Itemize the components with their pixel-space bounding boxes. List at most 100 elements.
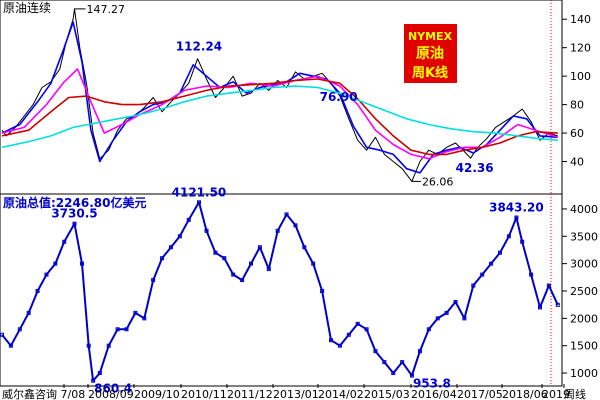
total-value-point: [497, 250, 502, 255]
total-value-point: [248, 261, 253, 266]
total-value-point: [196, 200, 201, 205]
upper-panel-title: 原油连续: [3, 0, 51, 15]
lower-ytick-label: 3500: [570, 230, 598, 243]
total-value-point: [346, 332, 351, 337]
badge-line-1: NYMEX: [408, 30, 453, 43]
total-value-point: [514, 215, 519, 220]
total-value-point: [355, 321, 360, 326]
lower-ytick-label: 1000: [570, 367, 598, 380]
xtick-label: 2014/02: [318, 388, 364, 400]
upper-series-ma-long: [1, 78, 558, 156]
xtick-label: 2013/01: [273, 388, 319, 400]
total-value-point: [240, 278, 245, 283]
upper-annotation: 76.90: [320, 90, 358, 104]
total-value-point: [231, 272, 236, 277]
total-value-point: [86, 343, 91, 348]
total-value-point: [257, 245, 262, 250]
upper-ytick-label: 120: [570, 42, 591, 55]
xtick-label: 2016/04: [411, 388, 457, 400]
total-value-point: [489, 261, 494, 266]
total-value-point: [160, 256, 165, 261]
total-value-point: [453, 299, 458, 304]
total-value-point: [373, 349, 378, 354]
total-value-point: [529, 272, 534, 277]
lower-ytick-label: 2500: [570, 285, 598, 298]
total-value-point: [391, 371, 396, 376]
upper-series-ma-short: [1, 21, 558, 174]
total-value-point: [435, 316, 440, 321]
total-value-point: [284, 212, 289, 217]
total-value-point: [480, 272, 485, 277]
upper-ytick-label: 100: [570, 70, 591, 83]
lower-series-total-value: [1, 201, 559, 382]
total-value-point: [177, 234, 182, 239]
total-value-point: [444, 310, 449, 315]
xtick-label: 周线: [564, 387, 586, 400]
total-value-point: [80, 261, 85, 266]
total-value-point: [520, 239, 525, 244]
lower-annotation: 3843.20: [489, 201, 544, 215]
total-value-point: [17, 327, 22, 332]
total-value-point: [320, 289, 325, 293]
xtick-label: 2018/06: [502, 388, 548, 400]
total-value-point: [409, 373, 414, 378]
upper-annotation: 112.24: [176, 40, 222, 54]
upper-series-ma-xlong: [1, 85, 558, 149]
xtick-label: 2011/12: [227, 388, 273, 400]
total-value-point: [302, 245, 307, 250]
upper-ytick-label: 40: [570, 156, 584, 169]
total-value-point: [364, 327, 369, 332]
total-value-point: [382, 360, 387, 365]
nymex-badge: [404, 24, 457, 83]
total-value-point: [546, 283, 551, 288]
total-value-point: [142, 316, 147, 321]
upper-series-price: [1, 8, 558, 182]
lower-ytick-label: 2000: [570, 312, 598, 325]
xtick-label: 2017/05: [457, 388, 503, 400]
lower-annotation: 953.8: [413, 377, 451, 391]
upper-annotation: 26.06: [422, 175, 454, 188]
upper-annotation: 42.36: [456, 161, 494, 175]
total-value-point: [506, 234, 511, 239]
total-value-point: [311, 261, 316, 266]
lower-annotation: 4121.50: [172, 185, 227, 199]
lower-annotation: 860.4: [94, 382, 132, 396]
lower-ytick-label: 1500: [570, 340, 598, 353]
upper-ytick-label: 80: [570, 99, 584, 112]
total-value-point: [266, 267, 271, 272]
total-value-point: [133, 310, 138, 315]
total-value-point: [204, 228, 209, 233]
total-value-point: [555, 302, 560, 307]
total-value-point: [537, 305, 542, 310]
total-value-point: [417, 349, 422, 354]
total-value-point: [8, 343, 13, 348]
total-value-point: [91, 378, 96, 383]
upper-annotation: 147.27: [86, 3, 125, 16]
total-value-point: [213, 250, 218, 255]
total-value-point: [124, 327, 129, 332]
total-value-point: [337, 343, 342, 348]
total-value-point: [151, 278, 156, 283]
xtick-label: 2009/10: [134, 388, 180, 400]
total-value-point: [53, 261, 58, 266]
badge-line-3: 周K线: [412, 65, 448, 81]
total-value-point: [168, 245, 173, 250]
lower-ytick-label: 4000: [570, 203, 598, 216]
total-value-point: [293, 223, 298, 228]
total-value-point: [72, 221, 77, 226]
xtick-label: 2008/09: [88, 388, 134, 400]
total-value-point: [97, 371, 102, 376]
badge-line-2: 原油: [416, 45, 444, 62]
xtick-label: 2019: [542, 388, 570, 400]
x-axis: 威尔鑫咨询 7/08 2008/09 2009/10 2010/11 2011/12 20…: [2, 384, 586, 400]
total-value-point: [426, 327, 431, 332]
total-value-point: [275, 228, 280, 233]
upper-ytick-label: 60: [570, 127, 584, 140]
total-value-point: [0, 332, 4, 337]
total-value-point: [106, 343, 111, 348]
total-value-point: [35, 289, 40, 293]
total-value-point: [115, 327, 120, 332]
xtick-label: 威尔鑫咨询 7/08: [2, 387, 85, 400]
